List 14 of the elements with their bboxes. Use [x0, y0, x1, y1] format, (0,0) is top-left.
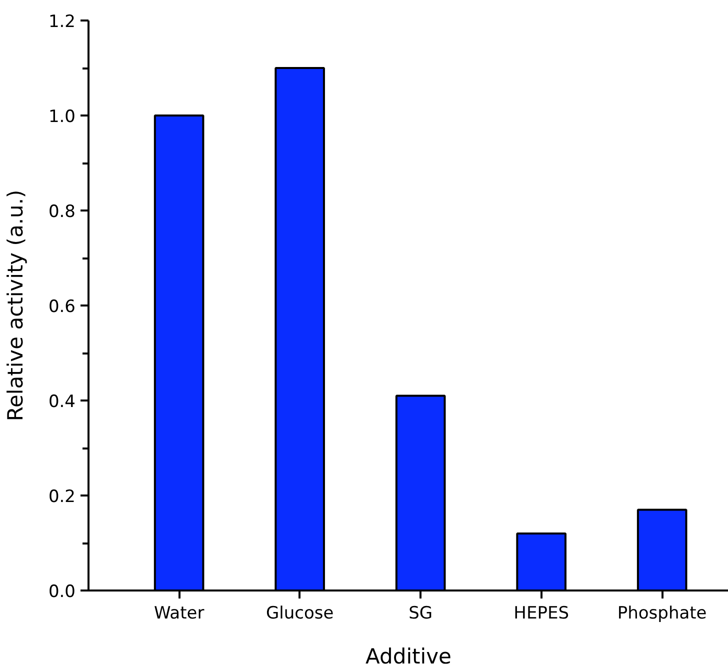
y-tick-label: 1.2 — [48, 12, 76, 32]
y-tick-label: 0.0 — [48, 582, 76, 602]
x-tick-label: Phosphate — [617, 604, 707, 624]
x-tick-label: SG — [408, 604, 433, 624]
y-tick-label: 0.2 — [48, 487, 76, 507]
y-tick-label: 1.0 — [48, 107, 76, 127]
x-tick-label: Glucose — [266, 604, 334, 624]
y-tick-label: 0.4 — [48, 392, 76, 412]
y-tick-label: 0.6 — [48, 297, 76, 317]
x-tick-label: Water — [154, 604, 204, 624]
y-tick-label: 0.8 — [48, 202, 76, 222]
x-axis-title: Additive — [366, 644, 452, 668]
x-tick-label: HEPES — [514, 604, 569, 624]
y-axis-title: Relative activity (a.u.) — [3, 190, 28, 422]
